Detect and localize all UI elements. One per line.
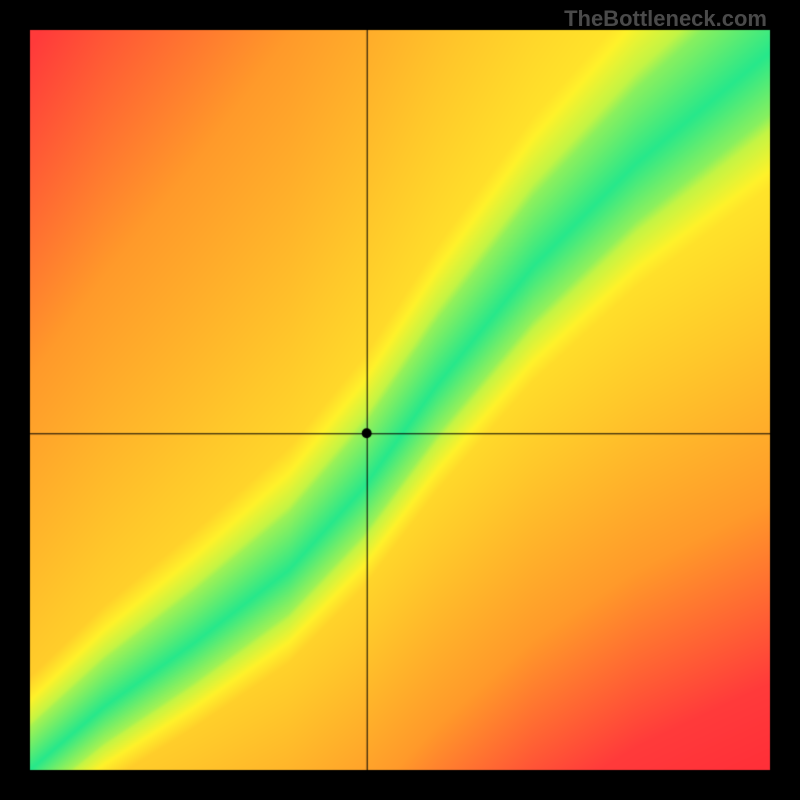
chart-container: TheBottleneck.com bbox=[0, 0, 800, 800]
bottleneck-heatmap bbox=[0, 0, 800, 800]
watermark-text: TheBottleneck.com bbox=[564, 6, 767, 32]
